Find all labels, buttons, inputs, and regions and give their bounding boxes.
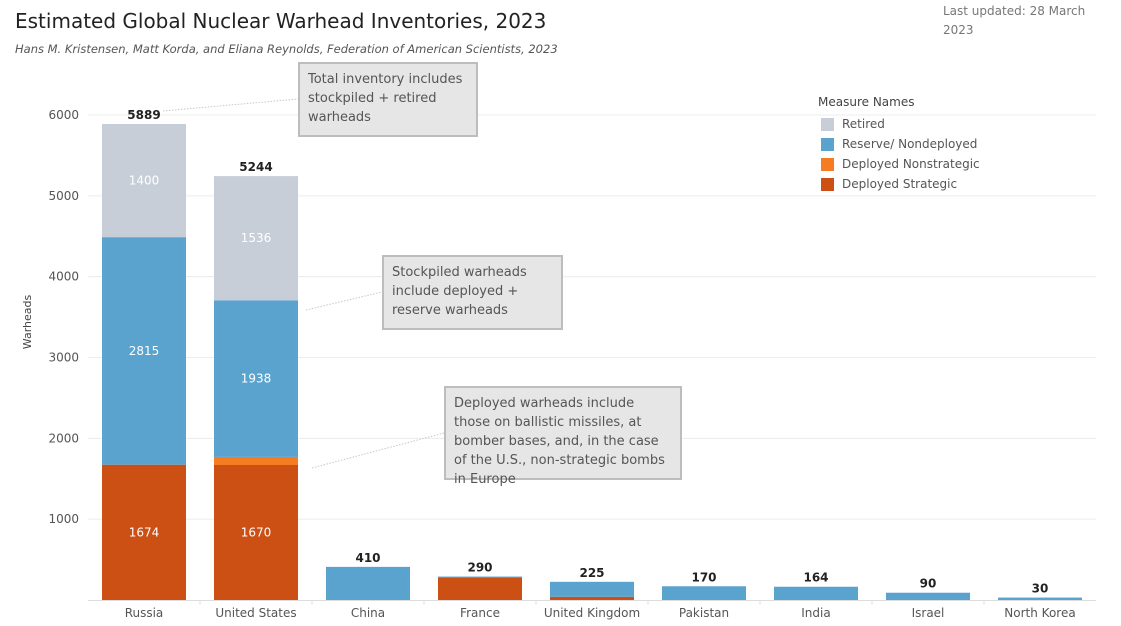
- total-value-label: 5889: [127, 108, 160, 122]
- x-category-label: Pakistan: [679, 606, 729, 620]
- bar-segment-reserve-nondeployed: [550, 581, 634, 597]
- y-tick-label: 2000: [48, 431, 79, 445]
- total-value-label: 5244: [239, 160, 272, 174]
- bar-segment-reserve-nondeployed: [214, 300, 298, 457]
- bar-segment-reserve-nondeployed: [998, 597, 1082, 600]
- y-tick-label: 4000: [48, 270, 79, 284]
- legend-label: Retired: [842, 117, 885, 131]
- legend-item[interactable]: Retired: [818, 114, 980, 134]
- callout-leader-total: [162, 98, 299, 112]
- total-value-label: 290: [467, 561, 492, 575]
- legend-swatch: [821, 157, 834, 171]
- y-tick-label: 3000: [48, 351, 79, 365]
- x-category-label: France: [460, 606, 500, 620]
- x-category-label: North Korea: [1004, 606, 1075, 620]
- callout-deployed: Deployed warheads include those on balli…: [444, 386, 682, 487]
- x-category-label: United States: [215, 606, 296, 620]
- bar-segment-reserve-nondeployed: [774, 586, 858, 600]
- x-category-label: United Kingdom: [544, 606, 640, 620]
- bar-segment-deployed-strategic: [438, 577, 522, 600]
- bar-segment-deployed-nonstrategic: [214, 456, 298, 466]
- legend-label: Deployed Nonstrategic: [842, 157, 980, 171]
- chart-subtitle: Hans M. Kristensen, Matt Korda, and Elia…: [15, 42, 558, 56]
- bar-segment-reserve-nondeployed: [662, 586, 746, 600]
- legend-swatch: [821, 177, 834, 191]
- legend-label: Reserve/ Nondeployed: [842, 137, 978, 151]
- callout-leader-stockpiled: [305, 291, 383, 311]
- segment-value-label: 2815: [129, 344, 160, 358]
- total-value-label: 30: [1032, 582, 1049, 596]
- bar-segment-reserve-nondeployed: [438, 576, 522, 578]
- legend-swatch: [821, 117, 834, 131]
- chart-title: Estimated Global Nuclear Warhead Invento…: [15, 9, 547, 33]
- x-category-label: China: [351, 606, 385, 620]
- legend-item[interactable]: Reserve/ Nondeployed: [818, 134, 980, 154]
- bar-segment-retired: [214, 176, 298, 301]
- y-tick-label: 1000: [48, 512, 79, 526]
- x-category-label: India: [801, 606, 830, 620]
- total-value-label: 90: [920, 577, 937, 591]
- segment-value-label: 1400: [129, 174, 160, 188]
- legend: Measure Names Retired Reserve/ Nondeploye…: [818, 95, 980, 194]
- segment-value-label: 1674: [129, 525, 160, 539]
- bar-segment-reserve-nondeployed: [886, 592, 970, 600]
- bar-segment-reserve-nondeployed: [326, 566, 410, 600]
- segment-value-label: 1938: [241, 372, 272, 386]
- y-tick-label: 5000: [48, 189, 79, 203]
- callout-total-inventory: Total inventory includes stockpiled + re…: [298, 62, 478, 137]
- legend-swatch: [821, 137, 834, 151]
- legend-item[interactable]: Deployed Strategic: [818, 174, 980, 194]
- bar-segment-deployed-strategic: [102, 464, 186, 600]
- bar-segment-reserve-nondeployed: [102, 237, 186, 465]
- bar-segment-deployed-strategic: [214, 465, 298, 600]
- legend-label: Deployed Strategic: [842, 177, 958, 191]
- total-value-label: 170: [691, 570, 716, 584]
- total-value-label: 164: [803, 571, 828, 585]
- legend-title: Measure Names: [818, 95, 915, 109]
- segment-value-label: 1536: [241, 231, 272, 245]
- bar-segment-deployed-strategic: [550, 596, 634, 600]
- callout-stockpiled: Stockpiled warheads include deployed + r…: [382, 255, 563, 330]
- legend-item[interactable]: Deployed Nonstrategic: [818, 154, 980, 174]
- x-category-label: Russia: [125, 606, 164, 620]
- segment-value-label: 1670: [241, 526, 272, 540]
- x-category-label: Israel: [912, 606, 945, 620]
- total-value-label: 410: [355, 551, 380, 565]
- y-axis-label: Warheads: [21, 295, 34, 350]
- total-value-label: 225: [579, 566, 604, 580]
- y-tick-label: 6000: [48, 108, 79, 122]
- last-updated: Last updated: 28 March 2023: [943, 4, 1086, 37]
- bar-segment-retired: [102, 123, 186, 238]
